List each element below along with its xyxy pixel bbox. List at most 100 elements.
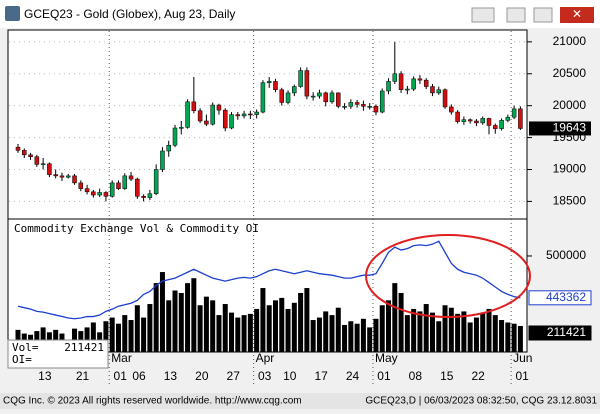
volume-bar xyxy=(442,305,448,352)
y-tick-label: 19000 xyxy=(553,162,587,176)
candle-body xyxy=(367,106,372,108)
candle-body xyxy=(493,125,498,129)
volume-bar xyxy=(505,322,511,352)
maximize-button[interactable] xyxy=(533,7,553,23)
x-tick-label: 20 xyxy=(195,369,209,383)
highlight-ellipse xyxy=(365,234,531,318)
candle-body xyxy=(166,144,171,152)
candle-body xyxy=(430,86,435,94)
candle-body xyxy=(204,120,209,125)
volume-bar xyxy=(398,292,404,352)
y-tick-label: 21000 xyxy=(553,34,587,48)
volume-bar xyxy=(423,304,429,352)
month-label: Apr xyxy=(256,351,275,365)
candle-body xyxy=(279,89,285,103)
value-tag: 211421 xyxy=(547,325,586,339)
volume-bar xyxy=(185,283,191,352)
x-tick-label: 13 xyxy=(164,369,178,383)
volume-bar xyxy=(109,317,115,352)
y-tick-label: 18500 xyxy=(553,194,587,208)
volume-bar xyxy=(291,302,297,352)
candle-body xyxy=(216,104,222,111)
candle-body xyxy=(329,92,335,103)
volume-bar xyxy=(210,300,216,352)
candle-body xyxy=(342,106,347,108)
volume-bar xyxy=(411,308,417,352)
candle-body xyxy=(34,156,40,165)
candle-body xyxy=(128,175,134,180)
candle-body xyxy=(78,182,84,189)
volume-bar xyxy=(342,324,348,352)
volume-bar xyxy=(90,322,96,352)
volume-bar xyxy=(304,288,310,352)
candle-body xyxy=(40,163,46,166)
volume-bar xyxy=(335,307,341,352)
candle-body xyxy=(518,108,523,129)
candle-body xyxy=(260,82,266,113)
volume-bar xyxy=(486,308,492,352)
candle-body xyxy=(298,70,303,87)
x-tick-label: 22 xyxy=(471,369,485,383)
candle-body xyxy=(179,127,184,129)
volume-bar xyxy=(417,311,423,352)
candle-body xyxy=(379,90,385,113)
candle-body xyxy=(436,89,442,94)
candle-body xyxy=(386,81,391,92)
candle-body xyxy=(317,92,322,97)
candle-body xyxy=(185,101,190,128)
candle-body xyxy=(109,182,115,197)
volume-bar xyxy=(166,300,172,352)
x-tick-label: 01 xyxy=(377,369,391,383)
volume-bar xyxy=(517,325,523,352)
footer-left: CQG Inc. © 2023 All rights reserved worl… xyxy=(3,396,302,407)
month-label: May xyxy=(375,351,398,365)
volume-bar xyxy=(128,320,134,352)
volume-bar xyxy=(254,308,260,352)
candle-body xyxy=(511,108,517,118)
volume-bar xyxy=(216,315,222,352)
candle-body xyxy=(461,119,467,122)
volume-bar xyxy=(455,313,461,352)
volume-bar xyxy=(436,321,442,352)
oi-label: OI= xyxy=(12,353,32,366)
candle-body xyxy=(392,73,398,82)
candle-body xyxy=(266,81,272,83)
candle-body xyxy=(474,120,479,124)
minimize-button[interactable] xyxy=(506,7,526,23)
close-button[interactable] xyxy=(560,7,594,23)
candle-body xyxy=(197,110,203,122)
x-tick-label: 24 xyxy=(346,369,360,383)
candle-body xyxy=(28,154,33,157)
volume-bar xyxy=(178,292,184,352)
link-button[interactable] xyxy=(471,7,495,23)
volume-bar xyxy=(147,304,153,352)
volume-bar xyxy=(229,312,235,352)
oi-line xyxy=(17,240,521,320)
footer-right: GCEQ23,D | 06/03/2023 08:32:50, CQG 23.1… xyxy=(365,396,597,407)
volume-bar xyxy=(429,312,435,352)
close-icon: ✕ xyxy=(572,7,582,21)
volume-bar xyxy=(379,305,385,352)
value-tag-bg xyxy=(528,290,592,306)
status-bar xyxy=(0,393,600,409)
volume-bar xyxy=(191,278,197,352)
candle-body xyxy=(373,106,379,113)
candle-body xyxy=(398,73,404,90)
volume-bar xyxy=(360,318,366,352)
x-tick-label: 13 xyxy=(38,369,52,383)
price-tag: 19643 xyxy=(553,121,587,135)
candle-body xyxy=(72,175,77,184)
candle-body xyxy=(172,127,178,146)
candle-body xyxy=(486,118,492,126)
candle-body xyxy=(348,102,354,107)
value-tag-bg xyxy=(528,325,592,341)
volume-bar xyxy=(159,272,165,352)
y-tick-label: 20000 xyxy=(553,98,587,112)
candle-body xyxy=(285,92,291,103)
volume-bar xyxy=(197,305,203,352)
x-tick-label: 15 xyxy=(440,369,454,383)
x-tick-label: 03 xyxy=(258,369,272,383)
vol-value: 211421 xyxy=(64,341,104,354)
candle-body xyxy=(361,104,366,107)
